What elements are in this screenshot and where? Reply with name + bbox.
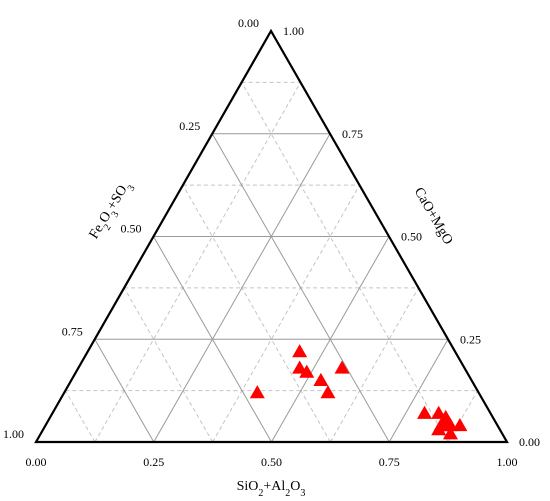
data-point-triangle <box>431 405 447 419</box>
left-axis-title: Fe2O3+SO3 <box>87 179 138 245</box>
title-part: +Al <box>263 479 285 494</box>
data-points <box>249 344 468 440</box>
data-point-triangle <box>299 364 315 378</box>
bottom-axis-title: SiO2+Al2O3 <box>237 479 306 499</box>
left-tick-label: 0.50 <box>121 222 142 236</box>
title-part: Fe <box>87 222 107 242</box>
major-grid-line <box>271 236 390 443</box>
left-tick-label: 0.25 <box>179 119 200 133</box>
bottom-tick-label: 1.00 <box>497 455 518 469</box>
data-point-triangle <box>320 385 336 399</box>
right-tick-label: 1.00 <box>283 24 304 38</box>
right-tick-label: 0.00 <box>519 435 540 449</box>
data-point-triangle <box>249 385 265 399</box>
major-grid-line <box>388 339 449 443</box>
data-point-triangle <box>417 405 433 419</box>
right-tick-label: 0.75 <box>342 127 363 141</box>
minor-grid-line <box>329 287 419 443</box>
subscript: 3 <box>125 183 137 193</box>
triangle-outline <box>34 28 509 444</box>
data-point-triangle <box>452 418 468 432</box>
tick-labels: 0.00 0.25 0.50 0.75 1.000.000.250.500.751.00… <box>3 16 540 469</box>
subscript: 2 <box>258 488 263 499</box>
subscript: 2 <box>285 488 290 499</box>
title-part: SiO <box>237 479 259 494</box>
subscript: 2 <box>101 222 113 232</box>
bottom-tick-label: 0.00 <box>26 455 47 469</box>
data-point-triangle <box>442 426 458 440</box>
left-tick-label: 1.00 <box>3 427 24 441</box>
minor-grid <box>64 81 478 443</box>
minor-grid-line <box>64 390 96 443</box>
major-grid <box>94 133 449 443</box>
left-tick-label: 0.75 <box>62 324 83 338</box>
major-grid-line <box>153 133 331 443</box>
subscript: 3 <box>300 488 305 499</box>
data-point-triangle <box>313 372 329 386</box>
bottom-tick-label: 0.25 <box>143 455 164 469</box>
subscript: 3 <box>109 209 121 219</box>
major-grid-line <box>211 133 390 443</box>
major-grid-line <box>153 236 272 443</box>
right-tick-label: 0.50 <box>401 230 422 244</box>
bottom-tick-label: 0.50 <box>261 455 282 469</box>
right-tick-label: 0.25 <box>460 332 481 346</box>
minor-grid-line <box>94 82 301 443</box>
minor-grid-line <box>123 287 214 443</box>
triangle-frame <box>34 28 509 444</box>
data-point-triangle <box>292 360 308 374</box>
left-tick-label: 0.00 <box>238 16 259 30</box>
bottom-tick-label: 0.75 <box>379 455 400 469</box>
data-point-triangle <box>431 422 447 436</box>
major-grid-line <box>94 339 155 443</box>
minor-grid-line <box>241 82 449 443</box>
minor-grid-line <box>182 184 331 443</box>
data-point-triangle <box>292 344 308 358</box>
minor-grid-line <box>212 184 360 443</box>
data-point-triangle <box>334 360 350 374</box>
title-part: O <box>290 479 300 494</box>
data-point-triangle <box>438 409 454 423</box>
data-point-triangle <box>438 418 454 432</box>
